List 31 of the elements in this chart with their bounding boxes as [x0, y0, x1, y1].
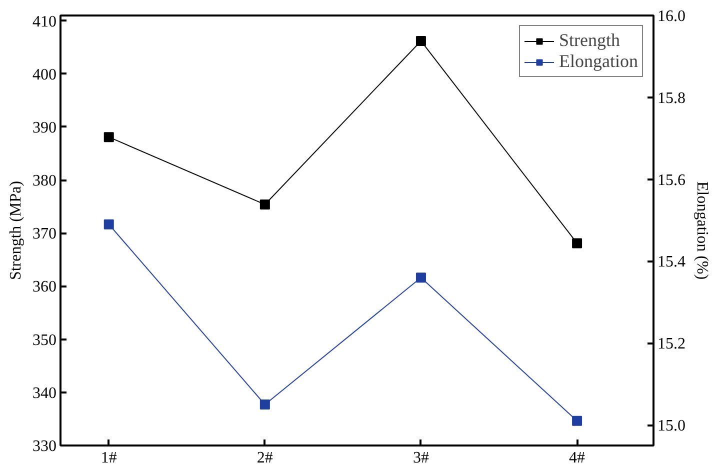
y-tick-label: 390 — [32, 119, 56, 136]
y2-tick-label: 15.0 — [658, 418, 686, 435]
point — [572, 238, 582, 248]
x-tick-label: 2# — [256, 450, 273, 466]
y2-tick-label: 16.0 — [658, 8, 686, 25]
point — [260, 400, 270, 410]
x-tick-label: 3# — [412, 450, 429, 466]
point — [416, 36, 426, 46]
point — [104, 219, 114, 230]
y-axis-title: Strength (MPa) — [8, 180, 24, 280]
y-tick-label: 350 — [32, 332, 56, 349]
y-tick-label: 340 — [32, 384, 56, 402]
y-tick-label: 370 — [32, 226, 56, 243]
y2-axis-title: Elongation (%) — [694, 181, 710, 280]
point — [572, 416, 582, 426]
legend-label: Elongation — [559, 51, 638, 72]
point — [416, 272, 426, 283]
y2-tick-label: 15.2 — [658, 336, 686, 353]
y2-tick-label: 15.4 — [658, 254, 686, 271]
y-tick-label: 410 — [32, 13, 56, 30]
legend-label: Strength — [559, 30, 620, 51]
point — [260, 199, 270, 210]
x-tick-label: 4# — [569, 450, 586, 466]
y2-tick-label: 15.8 — [658, 90, 686, 107]
y-tick-label: 400 — [32, 66, 56, 84]
x-tick-label: 1# — [100, 450, 117, 466]
y-tick-label: 380 — [32, 172, 56, 190]
y-tick-label: 330 — [32, 438, 56, 455]
y2-tick-label: 15.6 — [658, 172, 686, 189]
y-tick-label: 360 — [32, 278, 56, 296]
point — [104, 132, 114, 142]
